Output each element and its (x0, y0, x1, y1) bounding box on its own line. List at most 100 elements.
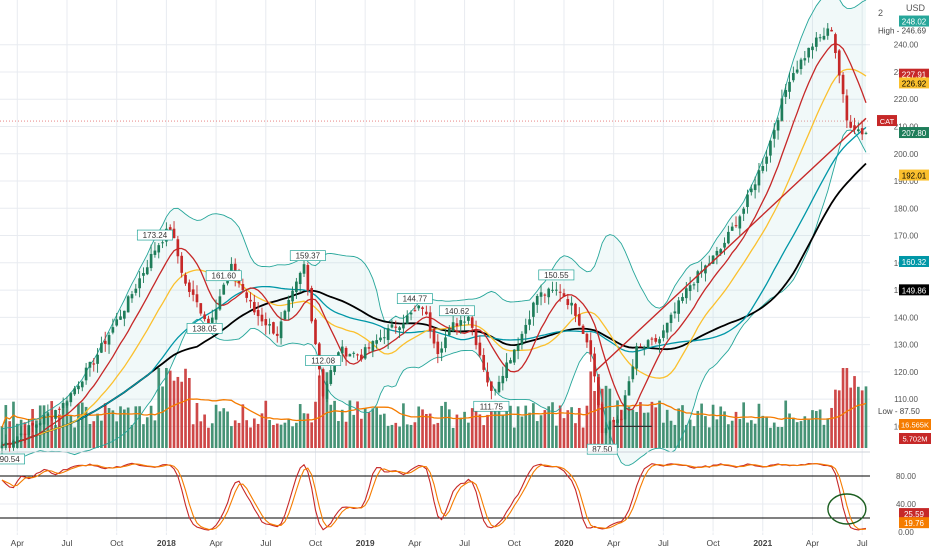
red-level-tag: 227.91 (902, 71, 927, 80)
candle-body (834, 34, 837, 54)
volume-bar (585, 405, 589, 448)
candle-body (555, 289, 558, 291)
volume-bar (38, 405, 42, 448)
candle-body (375, 340, 378, 344)
volume-bar (142, 424, 145, 448)
time-axis[interactable]: Apr Jul Oct 2018 Apr Jul Oct 2019 Apr Jul Oct 2020 A… (0, 535, 870, 550)
candle-body (390, 324, 394, 328)
candle-body (65, 402, 69, 406)
symbol-tag: CAT (880, 117, 895, 126)
candle-body (444, 337, 447, 349)
price-label-box (289, 250, 326, 261)
volume-bar (753, 423, 757, 448)
candle-body (642, 346, 646, 348)
volume-bar (210, 423, 214, 448)
volume-bar (184, 368, 187, 448)
candle-body (119, 316, 122, 320)
symbol-tag-bg (877, 115, 897, 127)
candle-body (409, 312, 413, 315)
candle-body (528, 319, 531, 325)
volume-bar (795, 422, 799, 448)
volume-bar (444, 401, 447, 448)
candle-body (692, 284, 696, 286)
price-tick: 200.00 (894, 150, 919, 159)
candle-body (103, 340, 107, 344)
candle-body (386, 328, 390, 340)
candle-body (826, 28, 830, 36)
volume-bar (298, 404, 302, 448)
candle-body (348, 354, 352, 357)
candle-body (631, 366, 635, 380)
volume-bar (321, 370, 325, 448)
volume-bar (218, 411, 222, 448)
candle-body (696, 271, 700, 284)
volume-bar (535, 421, 539, 448)
price-label: 173.24 (143, 231, 168, 240)
volume-bar (711, 404, 715, 448)
volume-bar (696, 410, 700, 448)
volume-bar (180, 381, 184, 448)
price-label-box (396, 293, 433, 304)
volume-bar (608, 388, 612, 448)
volume-bar (467, 422, 470, 448)
candle-body (130, 294, 134, 299)
volume-bar (447, 409, 451, 448)
price-axis[interactable]: 100.00110.00120.00130.00140.00150.00160.… (870, 0, 932, 550)
candle-body (738, 216, 742, 229)
volume-bar (123, 409, 126, 448)
price-label-box (0, 453, 25, 465)
volume-bar (604, 385, 608, 448)
candle-body (405, 315, 409, 324)
volume-bar (501, 414, 505, 448)
candle-body (367, 347, 371, 349)
volume-bar (291, 426, 294, 448)
candle-body (604, 428, 608, 434)
candle-body (134, 288, 138, 293)
volume-bar (12, 401, 15, 448)
candle-body (54, 410, 57, 419)
candle-body (512, 349, 516, 363)
candle-body (77, 385, 80, 390)
price-label: 138.05 (192, 324, 217, 333)
candle-body (811, 46, 814, 51)
price-tick: 210.00 (894, 122, 919, 131)
candle-body (581, 325, 585, 334)
volume-bar (570, 407, 573, 448)
volume-bar (581, 427, 585, 448)
candle-body (769, 140, 772, 156)
ma-yellow-tag: 192.01 (902, 172, 927, 181)
volume-bar (742, 402, 745, 448)
candle-body (688, 285, 692, 292)
time-tick: 2018 (157, 538, 176, 548)
volume-bar (474, 402, 478, 448)
candle-body (260, 314, 264, 322)
volume-bar (268, 420, 271, 448)
volume-ma-line (1, 398, 867, 428)
bollinger-upper (1, 0, 867, 430)
volume-bar (826, 418, 830, 448)
candle-body (42, 415, 46, 425)
volume-bar (807, 419, 810, 448)
candle-body (857, 129, 860, 132)
candle-body (123, 310, 126, 319)
volume-bar (310, 422, 313, 448)
candle-body (268, 324, 271, 326)
volume-bar (356, 401, 359, 448)
volume-bar (520, 416, 524, 448)
candle-body (830, 29, 833, 32)
volume-bar (69, 415, 73, 448)
volume-bar (784, 400, 788, 448)
candle-body (321, 369, 325, 397)
candle-body (612, 419, 616, 422)
candle-body (306, 265, 310, 291)
volume-bar (379, 414, 382, 448)
candle-body (711, 255, 715, 264)
volume-bar (665, 409, 669, 448)
candle-body (371, 341, 375, 351)
volume-bar (317, 375, 321, 448)
volume-bar (386, 425, 390, 448)
volume-bar (314, 401, 317, 448)
price-label-box (305, 355, 342, 366)
volume-bar (100, 420, 103, 448)
